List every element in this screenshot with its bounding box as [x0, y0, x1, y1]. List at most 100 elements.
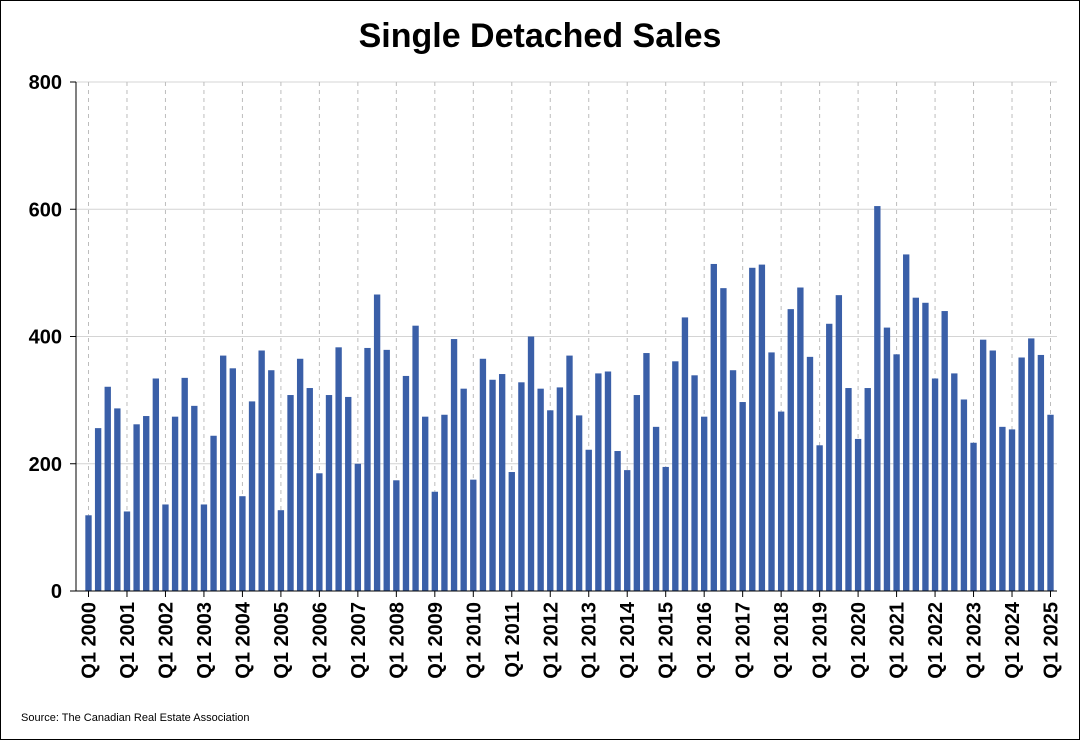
x-tick-label: Q1 2009 — [425, 602, 447, 679]
x-tick-label: Q1 2022 — [925, 602, 947, 679]
bar — [422, 416, 429, 591]
bar — [556, 387, 564, 591]
bar — [489, 379, 496, 591]
x-tick-label: Q1 2008 — [386, 602, 408, 679]
bar — [1018, 357, 1025, 591]
bar — [441, 414, 448, 591]
bar — [210, 435, 217, 591]
bar — [383, 349, 390, 591]
bar — [547, 410, 554, 591]
x-tick-label: Q1 2006 — [309, 602, 331, 679]
x-tick-label: Q1 2024 — [1002, 601, 1024, 679]
x-tick-label: Q1 2014 — [617, 601, 639, 679]
bar — [575, 415, 583, 591]
bar — [412, 325, 419, 591]
bar — [143, 416, 150, 591]
y-tick-label: 200 — [29, 454, 62, 476]
bar — [883, 327, 891, 591]
bar — [720, 288, 727, 591]
bar — [797, 287, 804, 591]
x-tick-label: Q1 2015 — [656, 602, 678, 679]
bar — [624, 470, 631, 591]
bar — [585, 449, 592, 591]
bar — [729, 370, 737, 591]
bar — [874, 206, 881, 591]
x-tick-label: Q1 2016 — [694, 602, 716, 679]
bar — [104, 386, 111, 591]
bar — [470, 479, 477, 591]
bar — [316, 473, 323, 591]
bar — [85, 515, 92, 591]
bar — [749, 267, 756, 591]
bar — [941, 311, 948, 591]
bar — [94, 428, 102, 591]
bar — [960, 399, 968, 591]
bar — [306, 388, 313, 591]
bar — [191, 405, 198, 591]
x-tick-label: Q1 2019 — [810, 602, 832, 679]
bar — [239, 496, 246, 591]
bar — [970, 442, 977, 591]
bar — [537, 388, 544, 591]
y-tick-label: 600 — [29, 199, 62, 221]
bar — [691, 375, 698, 591]
bar — [893, 354, 900, 591]
bar — [604, 371, 612, 591]
x-tick-label: Q1 2002 — [155, 602, 177, 679]
x-tick-label: Q1 2017 — [733, 602, 755, 679]
bar — [1008, 429, 1016, 591]
bar — [518, 382, 525, 591]
bar — [354, 463, 362, 591]
bar — [672, 361, 679, 591]
chart-title: Single Detached Sales — [358, 17, 722, 55]
x-tick-label: Q1 2012 — [540, 602, 562, 679]
bar — [229, 368, 236, 591]
y-tick-label: 400 — [29, 327, 62, 349]
x-tick-label: Q1 2020 — [848, 602, 870, 679]
y-tick-label: 0 — [51, 581, 62, 603]
bar — [614, 451, 621, 591]
bar — [171, 416, 179, 591]
bar — [268, 370, 275, 591]
bar — [922, 302, 929, 591]
bar — [758, 264, 766, 591]
y-tick-label: 800 — [29, 72, 62, 94]
bar — [951, 373, 958, 591]
bar — [864, 388, 871, 591]
bar — [325, 395, 333, 591]
x-tick-label: Q1 2003 — [194, 602, 216, 679]
bar — [854, 438, 862, 591]
bar — [364, 347, 371, 591]
bar — [643, 353, 650, 591]
bar — [768, 352, 775, 591]
x-tick-label: Q1 2001 — [117, 602, 139, 679]
bar — [248, 401, 256, 591]
bar — [345, 396, 352, 591]
bar — [277, 510, 285, 591]
bar — [152, 378, 160, 591]
bar — [450, 339, 458, 591]
x-tick-label: Q1 2000 — [79, 602, 101, 679]
bar — [816, 445, 823, 591]
bar — [931, 378, 939, 591]
bar — [460, 388, 467, 591]
bar — [662, 466, 669, 591]
bar — [633, 395, 641, 591]
x-tick-label: Q1 2010 — [463, 602, 485, 679]
bar — [373, 294, 381, 591]
bar — [479, 358, 487, 591]
x-tick-label: Q1 2005 — [271, 602, 293, 679]
bar — [787, 309, 794, 591]
bar — [123, 511, 131, 591]
bar — [296, 358, 304, 591]
x-tick-label: Q1 2023 — [964, 602, 986, 679]
bar — [287, 395, 294, 591]
bar — [114, 408, 121, 591]
bar — [220, 355, 227, 591]
bar — [912, 297, 919, 591]
bar — [566, 355, 573, 591]
x-tick-label: Q1 2018 — [771, 602, 793, 679]
bar — [903, 254, 910, 591]
